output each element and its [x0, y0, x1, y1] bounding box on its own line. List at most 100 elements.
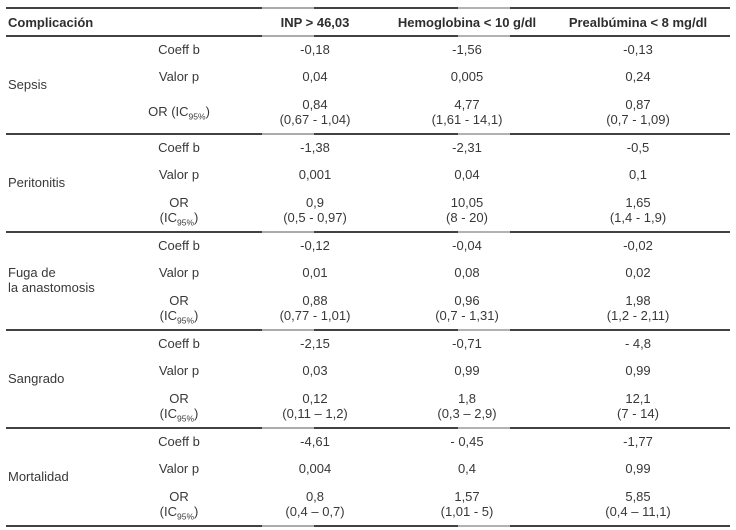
- cell-value: 0,99: [625, 363, 651, 378]
- table-header: Complicación INP > 46,03 Hemoglobina < 1…: [6, 9, 730, 35]
- or-label-close: ): [194, 503, 199, 519]
- cell-or-ci: 5,85 (0,4 – 11,1): [546, 482, 730, 525]
- cell-value: -2,31: [452, 139, 482, 155]
- complication-name: Fuga de: [8, 265, 56, 280]
- cell-value: - 0,45: [450, 433, 484, 449]
- ic-subscript: 95%: [188, 111, 206, 122]
- cell-value: 0,004: [298, 461, 332, 476]
- complication-cell: Mortalidad: [6, 427, 116, 525]
- ci-value: (7 - 14): [617, 405, 659, 421]
- section-sepsis: Sepsis Coeff b -0,18 -1,56 -0,13 Valor p…: [6, 35, 730, 133]
- table-row: Fuga de la anastomosis Coeff b -0,12 -0,…: [6, 231, 730, 296]
- table-row: OR (IC95%) 0,12 (0,11 – 1,2) 1,8 (0,3 – 2,9…: [6, 384, 730, 427]
- complication-cell: Sangrado: [6, 329, 116, 427]
- ci-value: (0,67 - 1,04): [279, 111, 351, 127]
- or-value: 0,12: [302, 390, 328, 406]
- ic-subscript: 95%: [176, 315, 194, 326]
- ci-value: (0,7 - 1,31): [435, 307, 499, 323]
- or-value: 1,65: [625, 194, 651, 210]
- or-value: 0,84: [302, 96, 328, 112]
- ci-value: (0,4 – 11,1): [605, 503, 671, 519]
- metric-label-or-ic95: OR (IC95%): [116, 90, 242, 133]
- cell-value: -4,61: [300, 433, 330, 449]
- cell-value: 0,03: [302, 363, 328, 378]
- cell-value: -1,56: [452, 41, 482, 57]
- table-rule-section-4: [6, 427, 730, 429]
- or-value: 0,9: [305, 194, 325, 210]
- ci-value: (0,4 – 0,7): [285, 503, 345, 519]
- table-row: Valor p 0,03 0,99 0,99: [6, 357, 730, 384]
- cell-or-ci: 10,05 (8 - 20): [388, 188, 546, 231]
- complication-name: Mortalidad: [8, 468, 69, 484]
- section-mortalidad: Mortalidad Coeff b -4,61 - 0,45 -1,77 Va…: [6, 427, 730, 525]
- cell-or-ci: 0,12 (0,11 – 1,2): [242, 384, 388, 427]
- cell-value: -1,77: [623, 433, 653, 449]
- metric-label-valor-p: Valor p: [158, 363, 200, 378]
- metric-label-or-ic95: OR (IC95%): [116, 188, 242, 231]
- cell-value: -0,18: [300, 41, 330, 57]
- complication-name: Sepsis: [8, 76, 48, 92]
- table-row: Valor p 0,01 0,08 0,02: [6, 259, 730, 286]
- metric-label-or-ic95: OR (IC95%): [116, 482, 242, 525]
- cell-or-ci: 0,84 (0,67 - 1,04): [242, 90, 388, 133]
- ci-value: (1,2 - 2,11): [606, 307, 670, 323]
- complication-name: Peritonitis: [8, 174, 66, 190]
- cell-or-ci: 0,9 (0,5 - 0,97): [242, 188, 388, 231]
- or-value: 1,98: [625, 292, 651, 308]
- cell-or-ci: 0,88 (0,77 - 1,01): [242, 286, 388, 329]
- cell-value: 0,99: [625, 461, 651, 476]
- cell-or-ci: 1,65 (1,4 - 1,9): [546, 188, 730, 231]
- or-value: 0,88: [302, 292, 328, 308]
- or-label-close: ): [194, 209, 199, 225]
- metric-label-valor-p: Valor p: [158, 265, 200, 280]
- table-rule-section-3: [6, 329, 730, 331]
- col-header-hemoglobin: Hemoglobina < 10 g/dl: [397, 14, 537, 30]
- ic-subscript: 95%: [176, 413, 194, 424]
- cell-value: 0,04: [454, 167, 480, 182]
- cell-value: -0,12: [300, 237, 330, 253]
- or-value: 0,96: [454, 292, 480, 308]
- or-value: 0,87: [625, 96, 651, 112]
- or-label-text: OR: [169, 390, 189, 406]
- ic-subscript: 95%: [176, 217, 194, 228]
- ic-subscript: 95%: [176, 511, 194, 522]
- section-peritonitis: Peritonitis Coeff b -1,38 -2,31 -0,5 Val…: [6, 133, 730, 231]
- or-label-close: ): [194, 307, 199, 323]
- or-value: 10,05: [450, 194, 484, 210]
- ic-label-open: (IC: [159, 307, 177, 323]
- metric-label-coeff-b: Coeff b: [158, 41, 200, 57]
- or-value: 1,57: [454, 488, 480, 504]
- cell-value: 0,02: [625, 265, 651, 280]
- metric-label-coeff-b: Coeff b: [158, 139, 200, 155]
- or-value: 4,77: [454, 96, 480, 112]
- ci-value: (0,11 – 1,2): [282, 405, 348, 421]
- complication-name-line2: la anastomosis: [8, 280, 95, 295]
- complication-cell: Peritonitis: [6, 133, 116, 231]
- table-row: OR (IC95%) 0,8 (0,4 – 0,7) 1,57 (1,01 - 5) …: [6, 482, 730, 525]
- cell-or-ci: 1,98 (1,2 - 2,11): [546, 286, 730, 329]
- metric-label-or-ic95: OR (IC95%): [116, 286, 242, 329]
- cell-value: -0,02: [623, 237, 653, 253]
- col-header-inp: INP > 46,03: [280, 14, 350, 30]
- or-label-text: OR (IC: [148, 104, 189, 119]
- cell-or-ci: 1,8 (0,3 – 2,9): [388, 384, 546, 427]
- cell-value: -0,71: [452, 335, 482, 351]
- cell-value: 0,04: [302, 69, 328, 84]
- ci-value: (0,7 - 1,09): [606, 111, 670, 127]
- metric-label-coeff-b: Coeff b: [158, 433, 200, 449]
- cell-value: 0,99: [454, 363, 480, 378]
- metric-label-valor-p: Valor p: [158, 167, 200, 182]
- table-rule-section-2: [6, 231, 730, 233]
- cell-value: - 4,8: [624, 335, 651, 351]
- cell-or-ci: 0,8 (0,4 – 0,7): [242, 482, 388, 525]
- col-header-complication: Complicación: [8, 14, 94, 30]
- table-row: Sangrado Coeff b -2,15 -0,71 - 4,8: [6, 329, 730, 386]
- cell-value: 0,4: [457, 461, 477, 476]
- complication-cell: Fuga de la anastomosis: [6, 231, 116, 329]
- metric-label-coeff-b: Coeff b: [158, 237, 200, 253]
- metric-label-or-ic95: OR (IC95%): [116, 384, 242, 427]
- ci-value: (0,77 - 1,01): [279, 307, 351, 323]
- ic-label-open: (IC: [159, 405, 177, 421]
- table-row: Sepsis Coeff b -0,18 -1,56 -0,13: [6, 35, 730, 92]
